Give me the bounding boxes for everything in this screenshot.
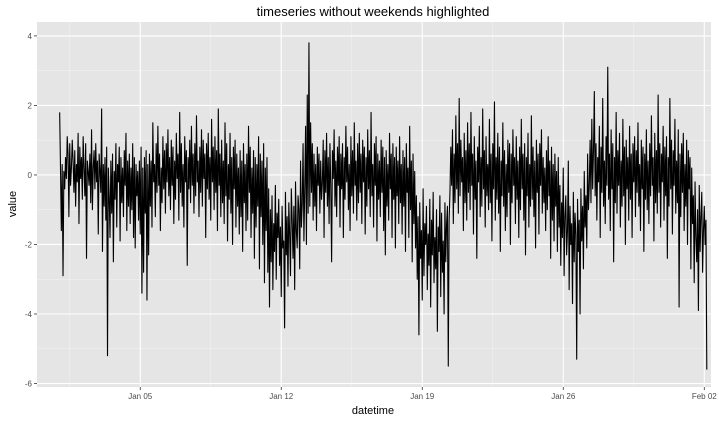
y-tick-label: -6 [25,380,33,389]
x-tick-label: Jan 12 [269,392,294,401]
y-tick-label: 0 [28,171,33,180]
y-tick-label: -4 [25,310,33,319]
y-tick-label: 2 [28,101,33,110]
x-tick-label: Jan 19 [410,392,435,401]
y-axis: 4 2 0 -2 -4 -6 [25,32,37,389]
chart-title: timeseries without weekends highlighted [257,4,490,19]
y-axis-title: value [7,191,19,217]
x-tick-label: Feb 02 [692,392,717,401]
x-tick-label: Jan 05 [128,392,153,401]
x-axis-title: datetime [352,405,394,417]
series-line [59,42,708,370]
x-tick-label: Jan 26 [551,392,576,401]
y-tick-label: -2 [25,240,33,249]
x-axis: Jan 05 Jan 12 Jan 19 Jan 26 Feb 02 [128,387,717,401]
y-tick-label: 4 [28,32,33,41]
